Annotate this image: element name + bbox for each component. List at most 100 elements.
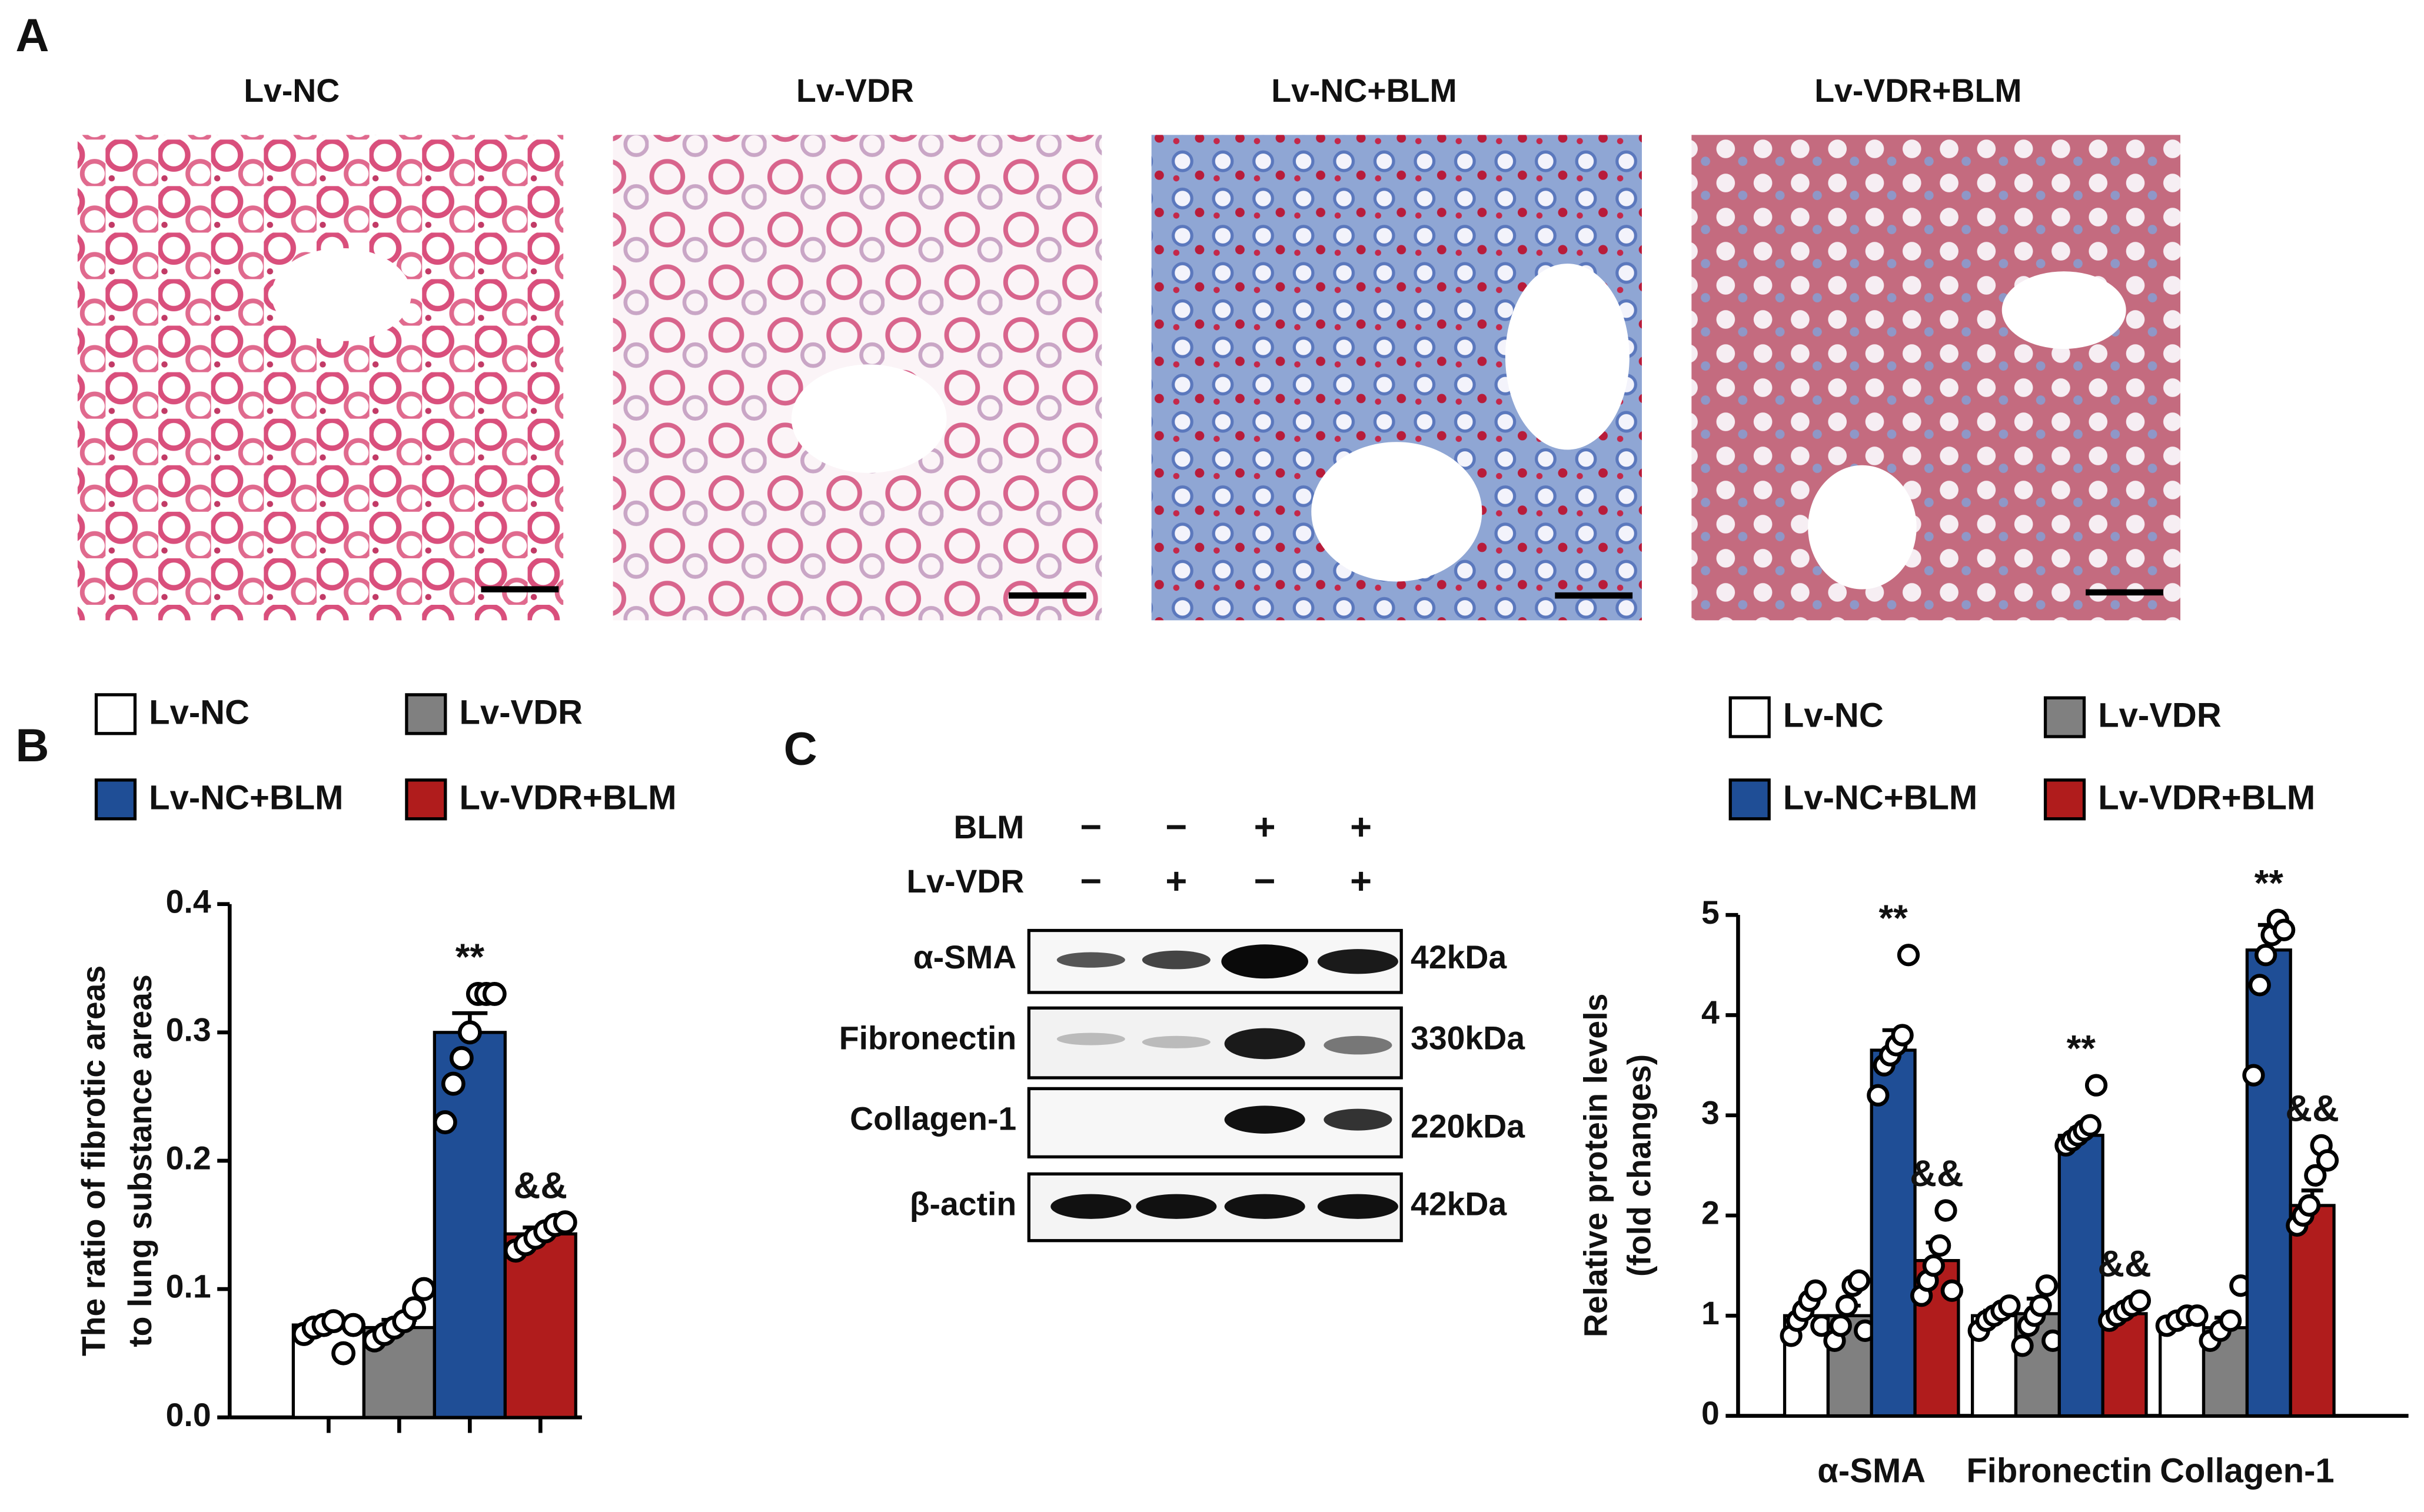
data-point: [1940, 1279, 1963, 1302]
legend-swatch: [1728, 778, 1771, 821]
band: [1056, 952, 1125, 968]
y-tick-label: 1: [1701, 1295, 1720, 1331]
x-tick-label: Fibronectin: [1966, 1451, 2152, 1490]
band: [1050, 1194, 1132, 1219]
data-point: [321, 1309, 346, 1334]
data-point: [2304, 1164, 2327, 1187]
data-point: [2255, 944, 2277, 967]
significance-label: **: [2067, 1028, 2096, 1069]
size-label: 42kDa: [1411, 939, 1507, 975]
data-point: [1891, 1024, 1914, 1047]
data-point: [1867, 1084, 1890, 1107]
band: [1317, 1194, 1398, 1219]
blot-sign: +: [1165, 861, 1187, 902]
blot-sign: −: [1165, 807, 1187, 848]
blot-sign: +: [1350, 861, 1372, 902]
legend-label: Lv-VDR: [460, 693, 583, 731]
band: [1142, 950, 1211, 970]
data-point: [2029, 1294, 2052, 1317]
histology: Lv-NC Lv-VDR Lv-NC+BLM Lv-VDR+BLM: [77, 72, 2180, 621]
data-point: [2079, 1114, 2102, 1137]
legend-swatch: [2043, 696, 2086, 738]
data-point: [1847, 1269, 1870, 1292]
bar: [2057, 1134, 2104, 1418]
data-point: [553, 1210, 577, 1235]
x-tick-label: Collagen-1: [2160, 1451, 2335, 1490]
data-point: [402, 1296, 427, 1321]
band: [1056, 1033, 1125, 1045]
band: [1136, 1194, 1217, 1219]
western-blot: [1027, 928, 1403, 1243]
data-point: [1928, 1234, 1951, 1257]
data-point: [433, 1110, 457, 1134]
panel-label: A: [15, 9, 49, 61]
data-point: [2273, 918, 2296, 941]
y-tick-label: 5: [1701, 894, 1720, 931]
bar: [2289, 1204, 2336, 1418]
data-point: [1897, 944, 1920, 967]
protein-label: Collagen-1: [850, 1100, 1016, 1137]
y-axis-label: The ratio of fibrotic areas: [75, 965, 112, 1356]
bar-chart: 0.0 0.1 0.2 0.3 0.4 The ratio of fibrotic are…: [75, 693, 677, 1433]
size-label: 330kDa: [1411, 1020, 1525, 1056]
legend-swatch: [94, 693, 137, 735]
significance-label: &&: [2097, 1243, 2151, 1284]
data-point: [2084, 1074, 2108, 1097]
y-axis-label: (fold changes): [1621, 1054, 1658, 1277]
blot-sign: +: [1254, 807, 1276, 848]
airspace: [791, 364, 947, 473]
band: [1324, 1035, 1392, 1055]
data-point: [2011, 1334, 2034, 1357]
airspace: [1808, 465, 1917, 590]
data-point: [2248, 974, 2271, 997]
legend-swatch: [1728, 696, 1771, 738]
data-point: [457, 1020, 482, 1045]
significance-label: &&: [514, 1165, 567, 1206]
y-tick-label: 0.1: [166, 1268, 211, 1305]
protein-label: β-actin: [910, 1185, 1016, 1222]
data-point: [2035, 1274, 2059, 1297]
airspace: [1311, 442, 1482, 582]
panel-label: B: [15, 719, 49, 771]
airspace: [2001, 271, 2126, 349]
size-label: 220kDa: [1411, 1108, 1525, 1145]
legend-label: Lv-VDR: [2098, 697, 2222, 735]
data-point: [1934, 1199, 1957, 1222]
blot-sign: +: [1350, 807, 1372, 848]
significance-label: **: [2255, 862, 2284, 904]
protein-label: Fibronectin: [839, 1020, 1016, 1056]
blot-condition: Lv-VDR: [906, 863, 1024, 900]
legend-swatch: [94, 778, 137, 821]
protein-label: α-SMA: [913, 939, 1017, 975]
y-tick-label: 0.3: [166, 1011, 211, 1048]
data-point: [1836, 1294, 1858, 1317]
y-tick-label: 3: [1701, 1094, 1720, 1131]
legend-label: Lv-VDR+BLM: [2098, 778, 2315, 817]
bar: [503, 1232, 577, 1419]
airspace: [1505, 264, 1630, 450]
data-point: [2316, 1149, 2339, 1172]
bar: [2245, 948, 2292, 1418]
band: [1324, 1108, 1392, 1131]
legend-label: Lv-NC+BLM: [1783, 778, 1977, 817]
legend-swatch: [2043, 778, 2086, 821]
bar-chart: 0 1 2 3 4 5 Relative protein levels (fold chang…: [1578, 696, 2409, 1490]
legend-label: Lv-NC: [149, 693, 250, 731]
blot-sign: −: [1080, 861, 1102, 902]
y-tick-label: 0: [1701, 1395, 1720, 1431]
y-tick-label: 2: [1701, 1195, 1720, 1231]
legend-label: Lv-VDR+BLM: [460, 778, 677, 817]
legend-swatch: [405, 693, 447, 735]
data-point: [2297, 1194, 2321, 1217]
micrograph: [1691, 135, 2180, 621]
data-point: [449, 1046, 474, 1070]
data-point: [482, 981, 507, 1006]
band: [1221, 944, 1308, 979]
y-tick-label: 0.4: [166, 883, 211, 920]
image-title: Lv-VDR+BLM: [1814, 72, 2021, 109]
data-point: [1922, 1254, 1945, 1277]
data-point: [2219, 1309, 2242, 1332]
data-point: [331, 1341, 356, 1366]
y-tick-label: 4: [1701, 994, 1720, 1031]
data-point: [1829, 1314, 1852, 1337]
